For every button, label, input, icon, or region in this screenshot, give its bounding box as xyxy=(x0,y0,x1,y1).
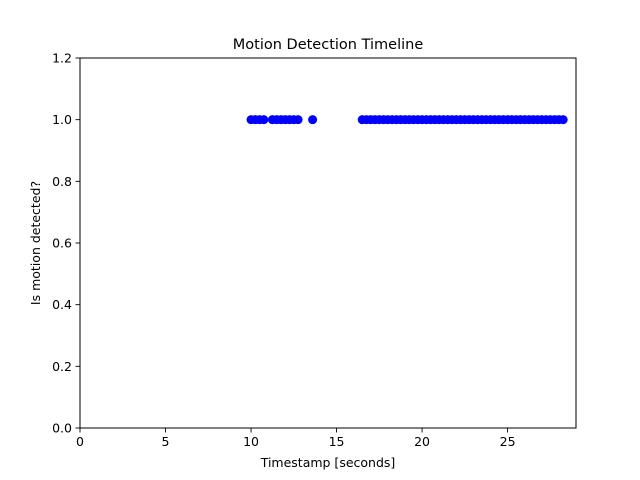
x-axis-label: Timestamp [seconds] xyxy=(260,455,396,470)
y-axis-label: Is motion detected? xyxy=(28,181,43,305)
y-tick-label: 0.0 xyxy=(52,421,72,436)
data-point xyxy=(558,115,568,125)
x-tick-label: 5 xyxy=(162,434,170,449)
y-tick-label: 0.8 xyxy=(52,174,72,189)
y-tick-label: 0.4 xyxy=(52,297,72,312)
x-tick-label: 20 xyxy=(414,434,430,449)
chart-title: Motion Detection Timeline xyxy=(233,37,424,53)
data-point xyxy=(308,115,318,125)
x-tick-label: 10 xyxy=(243,434,259,449)
y-tick-label: 0.6 xyxy=(52,236,72,251)
y-tick-label: 0.2 xyxy=(52,359,72,374)
plot-frame xyxy=(79,57,577,429)
x-tick-label: 25 xyxy=(500,434,516,449)
y-tick-label: 1.0 xyxy=(52,112,72,127)
data-points xyxy=(246,115,568,125)
x-tick-label: 0 xyxy=(76,434,84,449)
data-point xyxy=(259,115,269,125)
x-tick-label: 15 xyxy=(329,434,345,449)
data-point xyxy=(293,115,303,125)
y-tick-label: 1.2 xyxy=(52,51,72,66)
axis-ticks: 0 5 10 15 20 25 0.0 0.2 0.4 0.6 0.8 1.0 1.2 xyxy=(52,51,515,450)
